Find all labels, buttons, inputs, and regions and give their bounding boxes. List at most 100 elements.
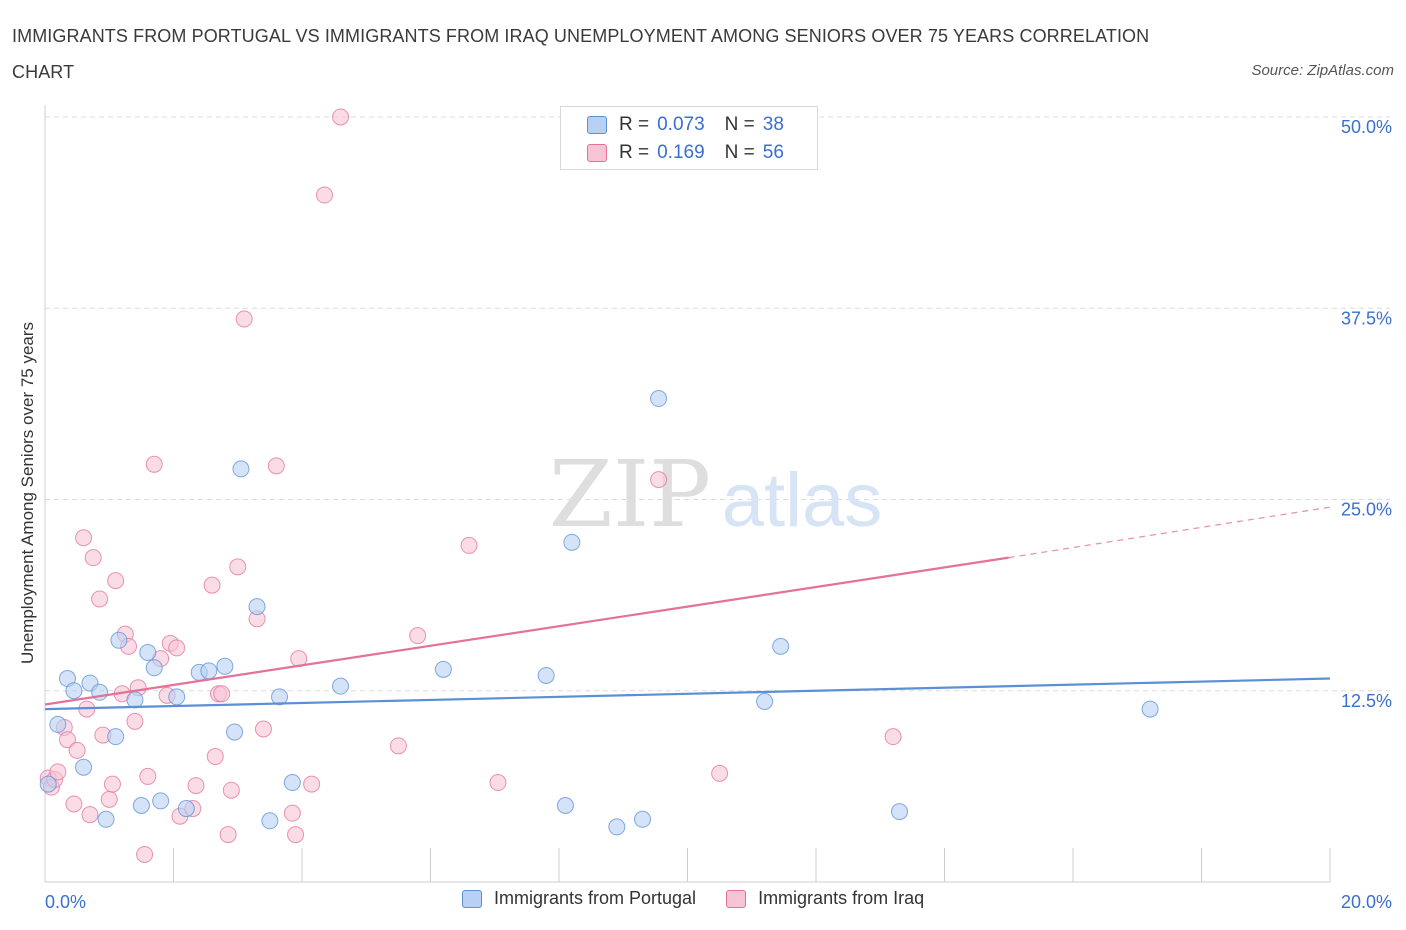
iraq-point — [145, 455, 163, 473]
iraq-point — [283, 804, 301, 822]
portugal-point — [107, 728, 125, 746]
iraq-n-value: 56 — [762, 142, 784, 163]
legend-row-iraq: R = 0.169 N = 56 — [587, 141, 784, 165]
iraq-point — [409, 627, 427, 645]
portugal-r-value: 0.073 — [657, 114, 705, 135]
iraq-point — [49, 763, 67, 781]
iraq-swatch — [587, 144, 607, 162]
portugal-point — [556, 797, 574, 814]
iraq-point — [65, 795, 83, 813]
iraq-point — [650, 471, 668, 489]
iraq-point — [254, 720, 272, 738]
portugal-point — [271, 688, 289, 706]
portugal-point — [226, 723, 244, 741]
iraq-point — [91, 590, 109, 608]
iraq-point — [100, 790, 118, 808]
iraq-point — [711, 764, 729, 782]
watermark-atlas: atlas — [722, 458, 883, 543]
iraq-point — [84, 549, 102, 567]
x-tick-label-max: 20.0% — [1341, 892, 1392, 912]
iraq-point — [460, 536, 478, 554]
portugal-point — [608, 818, 626, 836]
legend-row-portugal: R = 0.073 N = 38 — [587, 113, 784, 137]
legend-iraq-label: Immigrants from Iraq — [758, 888, 925, 908]
series-legend: Immigrants from Portugal Immigrants from… — [462, 888, 954, 909]
portugal-point — [283, 774, 301, 792]
portugal-point — [216, 657, 234, 675]
axis-ticks — [44, 848, 1331, 882]
portugal-point — [49, 715, 67, 733]
portugal-point — [75, 758, 93, 776]
legend-item-portugal: Immigrants from Portugal — [462, 888, 696, 909]
portugal-point — [772, 637, 790, 655]
iraq-point — [168, 639, 186, 657]
legend-iraq-swatch — [726, 889, 747, 908]
correlation-legend: R = 0.073 N = 38 R = 0.169 N = 56 — [560, 106, 818, 170]
portugal-point — [65, 682, 83, 700]
portugal-point — [563, 533, 581, 551]
iraq-point — [58, 731, 76, 749]
watermark: ZIP atlas — [549, 441, 882, 548]
iraq-point — [126, 712, 144, 730]
portugal-point — [537, 666, 555, 684]
portugal-point — [248, 598, 266, 616]
portugal-point — [39, 775, 57, 793]
portugal-swatch — [587, 116, 607, 134]
portugal-r-label: R = — [619, 114, 650, 135]
y-tick-label: 50.0% — [1341, 117, 1392, 137]
portugal-point — [168, 688, 186, 706]
portugal-trend-line — [44, 677, 1331, 711]
trend-lines — [44, 506, 1331, 711]
x-tick-label-min: 0.0% — [45, 892, 86, 912]
iraq-point — [267, 457, 285, 475]
legend-portugal-swatch — [462, 889, 482, 908]
y-tick-label: 25.0% — [1341, 500, 1392, 520]
source-label: Source: ZipAtlas.com — [1251, 62, 1394, 79]
portugal-points — [39, 390, 1159, 836]
portugal-n-value: 38 — [762, 114, 784, 135]
legend-portugal-label: Immigrants from Portugal — [494, 888, 697, 908]
iraq-point — [136, 845, 154, 863]
portugal-point — [332, 677, 350, 695]
grid-lines — [45, 116, 1390, 692]
portugal-point — [650, 390, 668, 408]
iraq-point — [139, 767, 157, 785]
iraq-point — [75, 529, 93, 547]
iraq-point — [229, 558, 247, 576]
iraq-point — [206, 748, 224, 766]
iraq-point — [303, 775, 321, 793]
portugal-point — [634, 810, 652, 828]
iraq-point — [235, 310, 253, 328]
portugal-point — [756, 692, 774, 710]
y-tick-labels: 12.5% 25.0% 37.5% 50.0% — [1341, 117, 1392, 711]
watermark-zip: ZIP — [549, 441, 711, 548]
portugal-point — [152, 792, 170, 810]
portugal-n-label: N = — [724, 114, 755, 135]
iraq-point — [884, 728, 902, 746]
iraq-point — [107, 572, 125, 590]
iraq-trend-line — [44, 556, 1009, 706]
y-axis-label: Unemployment Among Seniors over 75 years — [18, 321, 37, 665]
portugal-point — [261, 812, 279, 830]
legend-item-iraq: Immigrants from Iraq — [726, 888, 924, 909]
portugal-point — [97, 810, 115, 828]
portugal-point — [891, 803, 909, 821]
chart-title: IMMIGRANTS FROM PORTUGAL VS IMMIGRANTS F… — [12, 26, 1150, 82]
iraq-point — [489, 774, 507, 792]
iraq-r-label: R = — [619, 142, 650, 163]
iraq-point — [389, 737, 407, 755]
iraq-n-label: N = — [724, 142, 755, 163]
iraq-trend-extension — [1008, 506, 1331, 559]
portugal-point — [434, 660, 452, 678]
portugal-point — [132, 797, 150, 814]
iraq-point — [332, 108, 350, 126]
y-tick-label: 37.5% — [1341, 308, 1392, 328]
portugal-point — [145, 659, 163, 677]
portugal-point — [232, 460, 250, 478]
iraq-point — [222, 781, 240, 799]
portugal-point — [1141, 700, 1159, 718]
portugal-point — [126, 691, 144, 709]
iraq-point — [68, 741, 86, 759]
portugal-point — [177, 800, 195, 818]
